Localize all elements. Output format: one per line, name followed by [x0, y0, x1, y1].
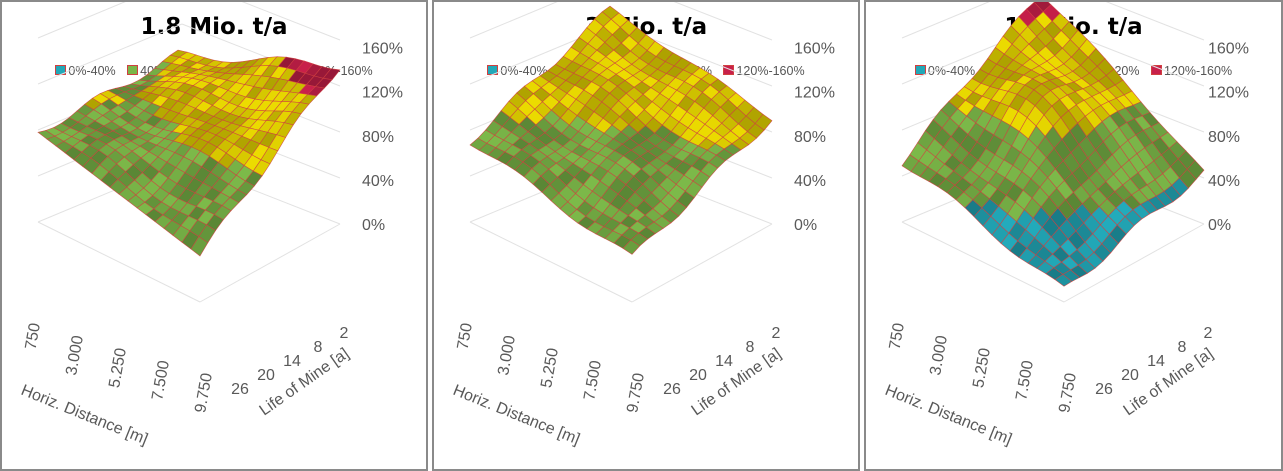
x-tick-label: 750 — [887, 322, 908, 351]
legend-label: 120%-160% — [1163, 64, 1233, 78]
y-tick-label: 2 — [772, 325, 781, 342]
y-tick-label: 26 — [231, 381, 249, 398]
x-tick-label: 5.250 — [538, 347, 562, 389]
floor-edge — [631, 223, 773, 303]
surface — [901, 2, 1205, 287]
gridline — [1105, 2, 1205, 41]
x-tick-label: 3.000 — [495, 334, 519, 376]
x-tick-label: 750 — [23, 322, 44, 351]
y-tick-label: 20 — [689, 367, 707, 384]
surface-cell — [622, 239, 641, 255]
z-tick-label: 40% — [794, 173, 826, 190]
z-tick-label: 160% — [1208, 41, 1249, 58]
z-tick-label: 120% — [794, 85, 835, 102]
x-tick-label: 3.000 — [63, 334, 87, 376]
legend-item-120-160: 120%-160% — [1150, 64, 1233, 78]
z-tick-label: 80% — [362, 129, 394, 146]
z-tick-label: 80% — [1208, 129, 1240, 146]
y-tick-label: 2 — [340, 325, 349, 342]
surface — [37, 49, 341, 257]
z-tick-label: 120% — [362, 85, 403, 102]
surface-plot: 0% 40% 80% 120% 160% 750 3.000 5.250 7.500 9.750 H… — [451, 2, 835, 448]
y-tick-label: 26 — [663, 381, 681, 398]
floor-edge — [469, 221, 633, 303]
legend-label: 0%-40% — [68, 64, 116, 78]
y-tick-label: 20 — [257, 367, 275, 384]
floor-edge — [37, 221, 201, 303]
x-tick-label: 5.250 — [970, 347, 994, 389]
chart-title: 1.8 Mio. t/a — [140, 14, 288, 40]
gridline — [241, 2, 341, 41]
legend-swatch — [127, 65, 139, 75]
z-tick-label: 40% — [1208, 173, 1240, 190]
floor-edge — [1063, 223, 1205, 303]
legend-swatch — [914, 65, 926, 75]
y-tick-label: 8 — [746, 339, 755, 356]
legend-label: 120%-160% — [736, 64, 805, 78]
surface-plot: 0% 40% 80% 120% 160% 750 3.000 5.250 7.500 9.750 H… — [19, 2, 403, 448]
gridline — [37, 2, 126, 39]
x-tick-label: 7.500 — [581, 359, 605, 401]
surface-cell — [1054, 274, 1073, 287]
z-tick-label: 120% — [1208, 85, 1249, 102]
z-tick-label: 40% — [362, 173, 394, 190]
surface — [469, 5, 773, 255]
x-axis-label: Horiz. Distance [m] — [451, 382, 583, 448]
legend-item-0-40: 0%-40% — [914, 64, 976, 78]
floor-edge — [199, 223, 341, 303]
x-tick-label: 9.750 — [624, 372, 648, 414]
gridline — [469, 2, 558, 39]
x-tick-label: 9.750 — [192, 372, 216, 414]
x-tick-label: 3.000 — [927, 334, 951, 376]
z-tick-label: 80% — [794, 129, 826, 146]
x-tick-label: 7.500 — [149, 359, 173, 401]
y-tick-label: 14 — [715, 353, 733, 370]
z-tick-label: 160% — [362, 41, 403, 58]
gridline — [37, 23, 183, 85]
surface-cell — [190, 236, 209, 257]
x-tick-label: 7.500 — [1013, 359, 1037, 401]
floor-edge — [901, 221, 1065, 303]
legend-swatch — [723, 65, 735, 75]
y-tick-label: 2 — [1204, 325, 1213, 342]
x-axis-label: Horiz. Distance [m] — [883, 382, 1015, 448]
x-tick-label: 9.750 — [1056, 372, 1080, 414]
z-tick-label: 160% — [794, 41, 835, 58]
legend-swatch — [1150, 65, 1162, 75]
chart-panel-3: 15 Mio. t/a 0%-40% 40%-80% 80%-120% 120%… — [864, 0, 1283, 471]
gridline — [673, 2, 773, 41]
x-axis-label: Horiz. Distance [m] — [19, 382, 151, 448]
chart-panel-2: 3 Mio. t/a 0%-40% 40%-80% 80%-120% 120%-… — [432, 0, 860, 471]
y-tick-label: 8 — [314, 339, 323, 356]
z-tick-label: 0% — [794, 217, 817, 234]
y-tick-label: 14 — [283, 353, 301, 370]
x-tick-label: 750 — [455, 322, 476, 351]
chart-panel-1: 1.8 Mio. t/a 0%-40% 40%-80% 80%-120% 120… — [0, 0, 428, 471]
legend-item-120-160: 120%-160% — [723, 64, 805, 78]
y-tick-label: 20 — [1121, 367, 1139, 384]
y-tick-label: 14 — [1147, 353, 1165, 370]
x-tick-label: 5.250 — [106, 347, 130, 389]
y-tick-label: 8 — [1178, 339, 1187, 356]
legend-label: 0%-40% — [927, 64, 976, 78]
y-tick-label: 26 — [1095, 381, 1113, 398]
z-tick-label: 0% — [1208, 217, 1231, 234]
gridline — [901, 2, 990, 39]
legend-label: 0%-40% — [500, 64, 548, 78]
z-tick-label: 0% — [362, 217, 385, 234]
surface-plot: 0% 40% 80% 120% 160% 750 3.000 5.250 7.500 9.750 H… — [883, 2, 1249, 448]
